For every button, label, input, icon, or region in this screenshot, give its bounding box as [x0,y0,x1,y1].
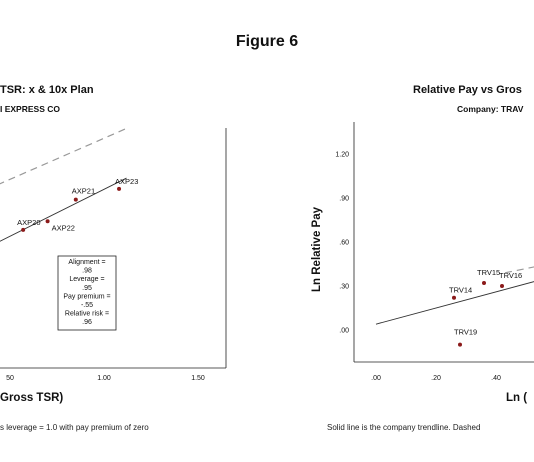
left-x-tick-label: 1.00 [97,375,111,382]
left-annotation-line: .95 [82,285,92,292]
left-chart-title: TSR: x & 10x Plan [0,84,94,96]
left-data-point [45,219,50,224]
left-data-point [117,186,122,191]
left-annotation-line: .98 [82,268,92,275]
right-chart-subtitle: Company: TRAV [457,104,524,114]
left-annotation-line: Alignment = [68,259,105,266]
left-point-label: AXP20 [17,218,40,227]
figure-title: Figure 6 [235,33,299,50]
right-point-label: TRV19 [454,328,477,337]
right-x-tick-label: .00 [371,375,381,382]
right-trendline [375,281,534,325]
left-annotation-line: Leverage = [69,276,104,283]
left-annotation-line: Relative risk = [65,311,109,318]
right-point-label: TRV16 [499,271,522,280]
right-y-tick-label: 1.20 [335,151,349,158]
right-data-point [458,342,462,347]
left-annotation-line: -.55 [81,302,93,309]
left-point-label: AXP23 [115,177,138,186]
left-footnote: s leverage = 1.0 with pay premium of zer… [0,423,149,432]
left-data-point [21,227,26,232]
right-y-tick-label: .60 [339,239,349,246]
left-point-label: AXP21 [72,187,95,196]
left-chart-subtitle: I EXPRESS CO [0,104,60,114]
right-point-label: TRV15 [477,268,500,277]
left-point-label: AXP22 [52,223,75,232]
right-y-tick-label: .90 [339,195,349,202]
left-x-tick-label: 50 [6,375,14,382]
left-annotation-box [57,255,117,331]
left-x-tick-label: 1.50 [191,375,205,382]
left-trendline [0,177,127,242]
right-data-point [482,281,486,286]
left-annotation-line: Pay premium = [63,293,110,300]
right-y-tick-label: .00 [339,328,349,335]
right-x-axis-label: Ln ( [506,392,528,404]
right-y-tick-label: .30 [339,283,349,290]
right-point-label: TRV14 [449,286,472,295]
left-annotation-line: .96 [82,319,92,326]
right-x-tick-label: .40 [491,375,501,382]
left-data-point [73,197,78,202]
right-data-point [452,295,456,300]
right-footnote: Solid line is the company trendline. Das… [327,423,481,432]
left-reference-line [0,127,127,185]
right-chart-title: Relative Pay vs Gros [413,84,522,96]
left-x-axis-label: Gross TSR) [0,392,64,404]
right-x-tick-label: .20 [431,375,441,382]
right-data-point [500,283,504,288]
right-reference-line [504,266,534,274]
